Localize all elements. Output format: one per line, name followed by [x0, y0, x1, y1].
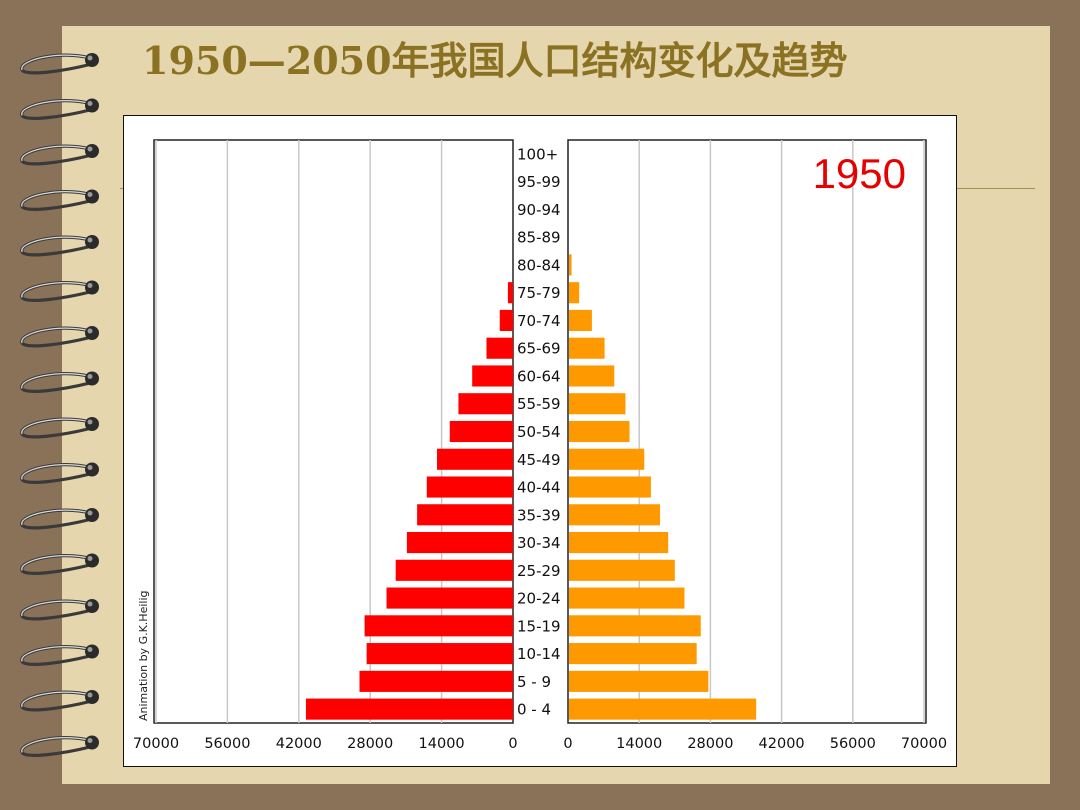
bar-left [499, 309, 513, 332]
binding-ring [20, 280, 99, 302]
age-group-label: 100+ [517, 145, 558, 163]
bar-right [569, 698, 757, 720]
binding-ring [20, 735, 99, 757]
tick-label-left: 42000 [276, 736, 322, 752]
bar-right [569, 643, 697, 665]
binding-ring [20, 144, 99, 166]
tick-label-left: 0 [508, 736, 517, 752]
chart-credit: Animation by G.K.Heilig [137, 591, 150, 722]
bar-left [426, 476, 513, 498]
age-group-label: 35-39 [517, 506, 561, 524]
bar-left [366, 643, 513, 665]
tick-label-right: 70000 [901, 736, 947, 752]
tick-label-left: 28000 [347, 736, 393, 752]
chart-frame: 100+ 95-99 90-94 85-89 80-84 75-79 70-74 65-69 6… [123, 115, 957, 767]
bar-left [364, 615, 513, 637]
bar-right [569, 448, 645, 470]
tick-label-left: 70000 [133, 736, 179, 752]
tick-label-right: 0 [563, 736, 572, 752]
binding-ring [20, 189, 99, 211]
bar-left [305, 698, 513, 720]
binding-ring [20, 53, 99, 75]
bar-right [569, 587, 685, 609]
binding-ring [20, 98, 99, 120]
binding-ring [20, 235, 99, 257]
tick-label-right: 42000 [759, 736, 805, 752]
age-group-label: 30-34 [517, 534, 561, 552]
tick-label-right: 14000 [616, 736, 662, 752]
bar-left [386, 587, 513, 609]
bar-left [458, 393, 513, 415]
right-panel-frame [567, 139, 927, 724]
age-group-label: 90-94 [517, 201, 561, 219]
bar-right [569, 615, 701, 637]
age-group-label: 60-64 [517, 367, 561, 385]
bar-right [569, 531, 669, 554]
bar-left [395, 559, 513, 581]
binding-ring [20, 553, 99, 575]
binding-ring [20, 371, 99, 393]
age-group-label: 65-69 [517, 340, 561, 358]
bar-right [569, 254, 572, 276]
binding-ring [20, 326, 99, 348]
bar-right [569, 365, 615, 387]
bar-right [569, 476, 651, 498]
x-tick-labels: 0 0 14000 14000 28000 28000 42000 42000 56000 560… [133, 736, 947, 752]
tick-label-left: 56000 [204, 736, 250, 752]
age-group-label: 75-79 [517, 284, 561, 302]
age-group-label: 20-24 [517, 590, 561, 608]
bar-right [569, 559, 675, 581]
population-pyramid-chart: 100+ 95-99 90-94 85-89 80-84 75-79 70-74 65-69 6… [133, 139, 947, 752]
age-group-label: 85-89 [517, 229, 561, 247]
binding-ring [20, 644, 99, 666]
bar-left [486, 337, 513, 359]
age-group-label: 55-59 [517, 395, 561, 413]
bar-right [569, 670, 709, 692]
age-group-label: 10-14 [517, 645, 561, 663]
age-group-label: 5 - 9 [517, 673, 551, 691]
bar-left [359, 670, 513, 692]
slide-title: 1950—2050年我国人口结构变化及趋势 [142, 38, 848, 83]
age-group-label: 50-54 [517, 423, 561, 441]
age-group-label: 95-99 [517, 173, 561, 191]
bar-right [569, 337, 605, 359]
age-group-label: 45-49 [517, 451, 561, 469]
binding-ring [20, 508, 99, 530]
bars: 100+ 95-99 90-94 85-89 80-84 75-79 70-74 65-69 6… [305, 145, 757, 720]
tick-label-right: 28000 [687, 736, 733, 752]
bar-right [569, 282, 580, 304]
binding-ring [20, 462, 99, 484]
age-group-label: 0 - 4 [517, 701, 551, 719]
bar-right [569, 504, 661, 526]
age-group-label: 70-74 [517, 312, 561, 330]
age-group-label: 40-44 [517, 479, 561, 497]
spiral-binding [20, 53, 99, 757]
bar-left [437, 448, 513, 470]
age-group-label: 80-84 [517, 256, 561, 274]
binding-ring [20, 599, 99, 621]
year-label: 1950 [813, 150, 906, 197]
bar-left [472, 365, 513, 387]
binding-ring [20, 417, 99, 439]
bar-left [417, 504, 513, 526]
tick-label-right: 56000 [830, 736, 876, 752]
bar-left [449, 420, 513, 443]
binding-ring [20, 690, 99, 712]
bar-right [569, 309, 592, 332]
tick-label-left: 14000 [419, 736, 465, 752]
bar-left [406, 531, 513, 554]
bar-right [569, 393, 626, 415]
age-group-label: 25-29 [517, 562, 561, 580]
gridlines [155, 140, 925, 723]
bar-left [507, 282, 513, 304]
age-group-label: 15-19 [517, 617, 561, 635]
binding-rings [20, 53, 99, 757]
bar-right [569, 420, 630, 443]
